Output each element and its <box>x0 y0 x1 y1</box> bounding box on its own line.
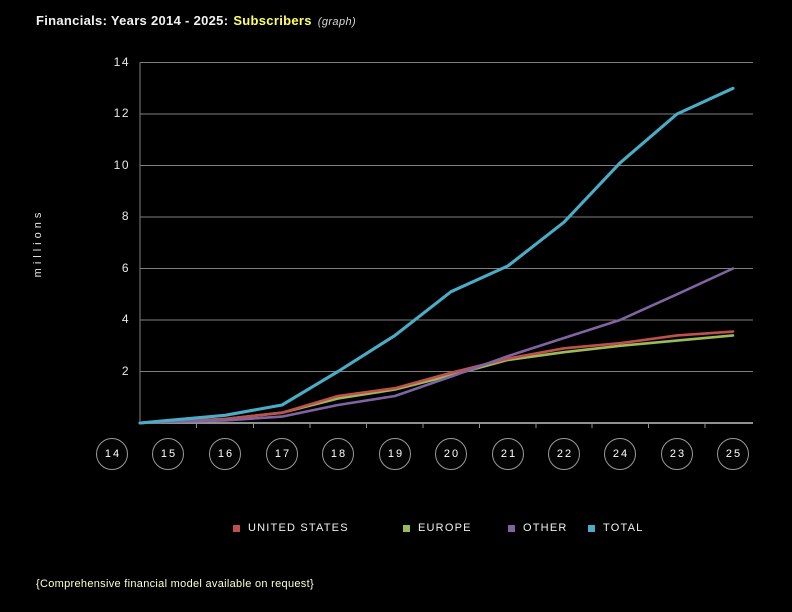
series-line-other <box>138 267 735 425</box>
legend-item-other: OTHER <box>508 522 568 534</box>
y-axis-tick-label: 10 <box>113 157 130 172</box>
legend-item-total: TOTAL <box>588 522 643 534</box>
legend-label: OTHER <box>523 522 568 534</box>
legend-label: EUROPE <box>418 522 472 534</box>
y-axis-title: millions <box>32 208 44 278</box>
x-axis-year-circle-19: 19 <box>379 438 411 470</box>
legend-swatch-icon <box>233 524 240 532</box>
slide-title-suffix: (graph) <box>317 16 357 28</box>
x-axis-year-circle-17: 17 <box>266 438 298 470</box>
x-axis-year-circle-20: 20 <box>435 438 467 470</box>
x-axis-year-circle-15: 15 <box>152 438 184 470</box>
y-axis-tick-label: 4 <box>121 312 130 326</box>
slide-title-highlight: Subscribers <box>233 13 312 28</box>
series-line-europe <box>138 334 735 425</box>
y-axis-tick-label: 12 <box>113 106 130 120</box>
x-axis-year-circle-14: 14 <box>96 438 128 470</box>
legend-swatch-icon <box>508 524 515 532</box>
y-axis-tick-label: 6 <box>121 260 130 275</box>
legend-item-europe: EUROPE <box>403 522 472 534</box>
series-line-united-states <box>138 330 735 425</box>
legend-item-united-states: UNITED STATES <box>233 522 349 534</box>
x-axis-year-circle-25: 25 <box>717 438 749 470</box>
x-axis-year-circle-21: 21 <box>492 438 524 470</box>
x-axis-year-circle-16: 16 <box>209 438 241 470</box>
x-axis-year-circle-23: 23 <box>661 438 693 470</box>
x-axis-year-circle-18: 18 <box>322 438 354 470</box>
legend-label: TOTAL <box>603 522 644 534</box>
legend-swatch-icon <box>403 524 410 532</box>
x-axis-year-circle-24: 24 <box>604 438 636 470</box>
slide-title: Financials: Years 2014 - 2025: Subscriber… <box>36 13 356 28</box>
x-axis-year-circle-22: 22 <box>548 438 580 470</box>
legend-label: UNITED STATES <box>248 522 349 534</box>
y-axis-tick-label: 8 <box>121 209 130 223</box>
legend-swatch-icon <box>588 524 595 532</box>
series-line-total <box>138 86 735 425</box>
y-axis-tick-label: 2 <box>121 363 130 378</box>
y-axis-tick-label: 14 <box>113 54 130 69</box>
slide-title-main: Financials: Years 2014 - 2025: <box>36 13 229 28</box>
footer-note: {Comprehensive financial model available… <box>36 578 314 590</box>
